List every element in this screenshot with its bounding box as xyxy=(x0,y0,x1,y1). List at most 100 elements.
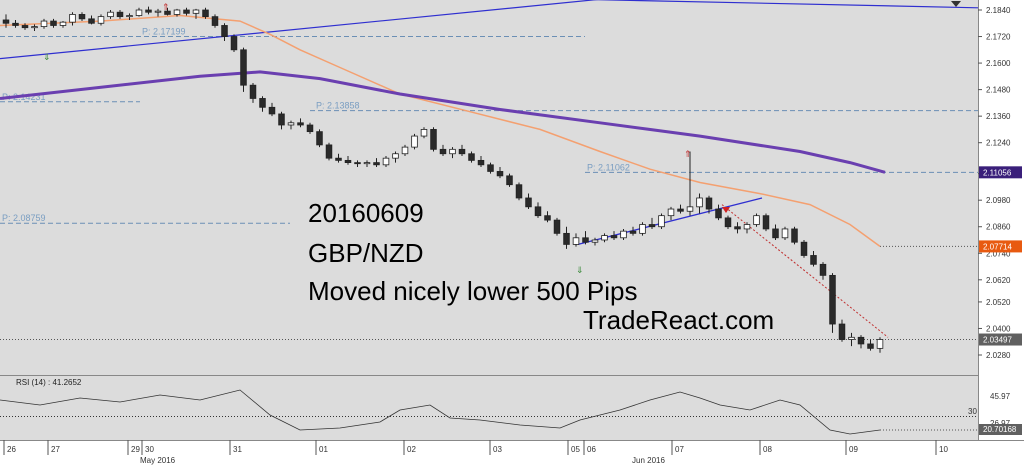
candle-body xyxy=(306,124,314,133)
candle-body xyxy=(126,15,133,18)
candle-body xyxy=(639,224,646,234)
candle-body xyxy=(876,339,884,349)
candle-body xyxy=(544,215,551,221)
ma-slow-value-tag: 2.11056 xyxy=(983,168,1012,177)
candle-body xyxy=(401,146,409,155)
candle-body xyxy=(762,215,770,230)
candle-body xyxy=(325,144,333,159)
candle-body xyxy=(31,26,38,29)
candle-body xyxy=(354,162,361,165)
rsi-value-tag: 20.70168 xyxy=(983,425,1017,434)
price-tick-label: 2.1480 xyxy=(986,86,1011,95)
main-panel xyxy=(0,0,978,375)
time-tick-label: 02 xyxy=(407,445,416,454)
current-price-tag-bg xyxy=(979,333,1022,346)
time-tick-label: 06 xyxy=(587,445,596,454)
candle-body xyxy=(629,230,637,234)
price-tick-label: 2.1360 xyxy=(986,112,1011,121)
candle-body xyxy=(800,241,808,256)
price-tick-label: 2.0620 xyxy=(986,276,1011,285)
candle-body xyxy=(477,159,485,166)
candle-body xyxy=(135,9,143,16)
annotation-site: TradeReact.com xyxy=(583,305,775,335)
month-label: Jun 2016 xyxy=(632,456,665,465)
fractal-down-marker: ⇓ xyxy=(43,52,51,62)
candle-body xyxy=(297,122,304,126)
rsi-label: RSI (14) : 41.2652 xyxy=(16,378,82,387)
candle-body xyxy=(373,162,380,166)
candle-body xyxy=(829,274,836,325)
candle-body xyxy=(97,16,105,24)
annotation-comment: Moved nicely lower 500 Pips xyxy=(308,276,638,306)
candle-body xyxy=(658,215,665,228)
month-label: May 2016 xyxy=(140,456,176,465)
candle-body xyxy=(753,215,760,225)
price-tick-label: 2.1600 xyxy=(986,59,1011,68)
time-tick-label: 01 xyxy=(319,445,328,454)
candle-body xyxy=(164,10,171,15)
candle-body xyxy=(145,9,152,13)
channel-trendline xyxy=(577,197,763,246)
price-tick-label: 2.0280 xyxy=(986,351,1011,360)
pivot-level-label: P: 2.17199 xyxy=(142,27,186,37)
candle-body xyxy=(202,9,209,18)
candle-body xyxy=(677,208,684,212)
time-tick-label: 08 xyxy=(763,445,772,454)
candle-body xyxy=(819,263,827,276)
price-tick-label: 2.0520 xyxy=(986,298,1011,307)
candle-body xyxy=(392,153,399,159)
pivot-level-label: P: 2.11062 xyxy=(587,162,630,172)
candle-body xyxy=(411,135,418,148)
price-tick-label: 2.0860 xyxy=(986,223,1011,232)
candle-body xyxy=(458,148,466,155)
candle-body xyxy=(2,19,10,24)
price-axis-panel xyxy=(978,0,1024,440)
candle-body xyxy=(620,230,627,239)
signal-arrow xyxy=(722,207,730,213)
price-tick-label: 2.0980 xyxy=(986,196,1011,205)
candle-body xyxy=(240,49,247,86)
rsi-tick-label: 26.97 xyxy=(990,419,1011,428)
candle-body xyxy=(88,18,95,24)
candle-body xyxy=(867,343,874,349)
candle-body xyxy=(715,208,722,219)
time-tick-label: 30 xyxy=(145,445,154,454)
candle-body xyxy=(553,219,561,234)
time-tick-label: 31 xyxy=(233,445,242,454)
candle-body xyxy=(705,197,713,210)
price-tick-label: 2.1720 xyxy=(986,33,1011,42)
time-tick-label: 09 xyxy=(849,445,858,454)
pivot-level-label: P: 2.13858 xyxy=(316,101,360,111)
candle-body xyxy=(287,122,295,126)
candle-body xyxy=(487,164,494,172)
candle-body xyxy=(696,197,703,208)
candle-body xyxy=(838,323,846,340)
candle-body xyxy=(382,157,390,166)
candle-body xyxy=(59,21,67,26)
candle-body xyxy=(563,232,570,245)
price-tick-label: 2.0400 xyxy=(986,324,1011,333)
time-tick-label: 26 xyxy=(7,445,16,454)
price-tick-label: 2.1240 xyxy=(986,139,1011,148)
candle-body xyxy=(848,336,855,340)
ma-fast-line xyxy=(0,14,881,248)
rsi-tick-label: 45.97 xyxy=(990,392,1011,401)
candle-body xyxy=(439,148,447,155)
time-tick-label: 10 xyxy=(939,445,948,454)
fractal-up-marker: ⇑ xyxy=(684,149,692,159)
candle-body xyxy=(40,20,48,27)
candle-body xyxy=(572,237,580,245)
candle-body xyxy=(183,9,190,14)
candle-body xyxy=(743,224,751,230)
rsi-value-tag-bg xyxy=(979,424,1022,435)
time-tick-label: 27 xyxy=(51,445,60,454)
candle-body xyxy=(534,206,542,217)
time-tick-label: 05 xyxy=(571,445,580,454)
price-tick-label: 2.0740 xyxy=(986,249,1011,258)
pivot-level-label: P: 2.08759 xyxy=(2,213,46,223)
time-tick-label: 03 xyxy=(493,445,502,454)
time-tick-label: 29 xyxy=(131,445,140,454)
rsi-panel xyxy=(0,376,978,440)
time-tick-label: 07 xyxy=(675,445,684,454)
